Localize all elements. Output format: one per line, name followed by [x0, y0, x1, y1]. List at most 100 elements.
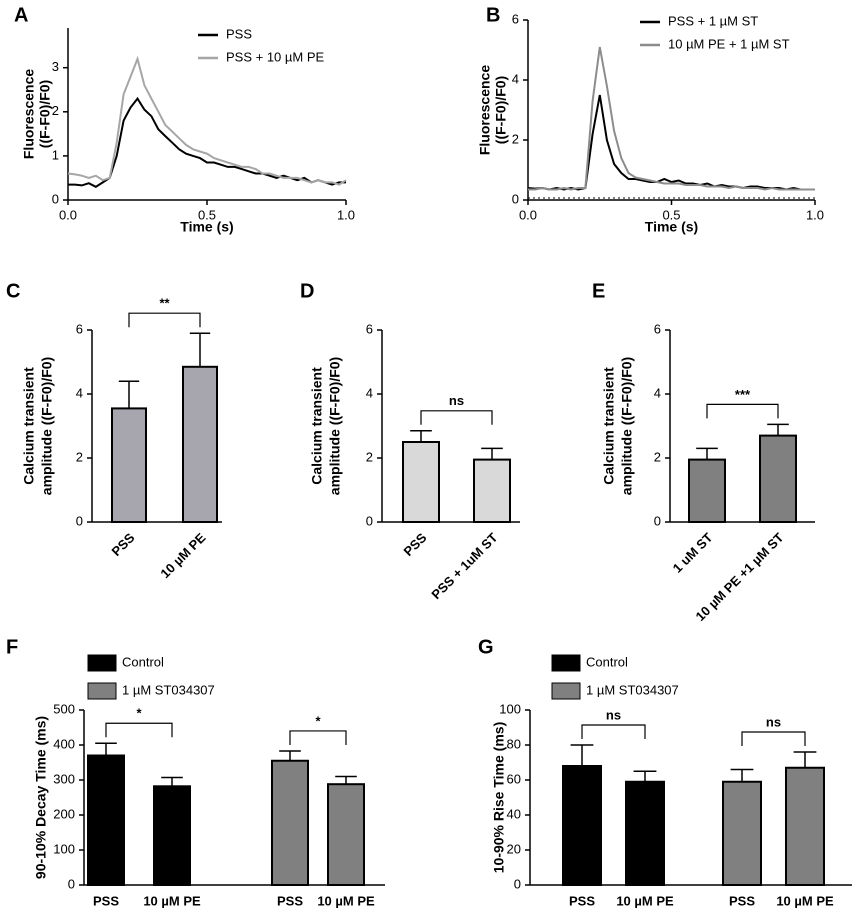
- y-axis-title: ((F-F0)/F0): [493, 76, 509, 144]
- bar: [111, 407, 147, 523]
- line-series: [67, 55, 347, 186]
- significance-label: *: [136, 706, 142, 721]
- y-tick-label: 6: [654, 321, 661, 336]
- bar: [182, 365, 218, 523]
- significance-bracket: [128, 312, 201, 328]
- significance-bracket: [289, 730, 347, 745]
- y-tick-label: 2: [76, 449, 83, 464]
- y-tick-label: 0: [654, 513, 661, 528]
- y-tick-label: 100: [499, 701, 521, 716]
- bar: [402, 441, 440, 523]
- y-tick-label: 60: [507, 771, 521, 786]
- significance-bracket: [420, 410, 493, 425]
- panel-label: D: [300, 280, 314, 302]
- x-tick-label: PSS: [277, 893, 303, 908]
- bar: [625, 780, 665, 886]
- y-tick-label: 300: [53, 771, 75, 786]
- x-tick-label: 0.5: [198, 207, 216, 222]
- x-tick-label: 10 µM PE: [616, 893, 674, 908]
- x-tick-label: PSS: [109, 530, 138, 559]
- y-tick-label: 0: [512, 191, 519, 206]
- legend-label: PSS + 1 µM ST: [668, 13, 758, 28]
- legend-swatch: [551, 654, 581, 672]
- significance-bracket: [105, 722, 173, 738]
- x-axis-title: Time (s): [180, 219, 233, 235]
- significance-label: ns: [606, 707, 621, 722]
- legend-swatch: [551, 682, 581, 700]
- significance-label: ***: [735, 387, 751, 402]
- y-tick-label: 6: [512, 11, 519, 26]
- legend-label: PSS: [226, 26, 252, 41]
- x-tick-label: PSS: [569, 893, 595, 908]
- y-tick-label: 0: [76, 513, 83, 528]
- x-tick-label: 0.0: [519, 207, 537, 222]
- legend-label: 1 µM ST034307: [122, 682, 215, 697]
- x-tick-label: 0.0: [59, 207, 77, 222]
- y-tick-label: 6: [366, 321, 373, 336]
- y-tick-label: 3: [52, 59, 59, 74]
- x-tick-label: PSS: [401, 530, 430, 559]
- panel-label: C: [6, 280, 20, 302]
- x-tick-label: 1.0: [806, 207, 824, 222]
- significance-bracket: [581, 724, 646, 739]
- significance-label: **: [159, 296, 170, 311]
- x-tick-label: PSS: [93, 893, 119, 908]
- y-tick-label: 500: [53, 701, 75, 716]
- bar: [722, 780, 762, 886]
- y-axis-title: Calcium transient: [21, 367, 37, 485]
- y-axis-title: Fluorescence: [477, 65, 493, 155]
- significance-label: ns: [449, 393, 464, 408]
- legend-label: PSS + 10 µM PE: [226, 49, 325, 64]
- y-tick-label: 0: [68, 876, 75, 891]
- y-axis-title: 10-90% Rise Time (ms): [491, 722, 507, 873]
- y-tick-label: 4: [654, 385, 661, 400]
- panel-label: G: [478, 636, 494, 658]
- y-tick-label: 200: [53, 806, 75, 821]
- y-tick-label: 2: [654, 449, 661, 464]
- y-axis-title: Calcium transient: [309, 367, 325, 485]
- significance-bracket: [706, 403, 779, 419]
- panel-label: E: [592, 280, 605, 302]
- y-axis-title: amplitude ((F-F0)/F0): [327, 357, 343, 495]
- y-tick-label: 0: [366, 513, 373, 528]
- y-tick-label: 20: [507, 841, 521, 856]
- x-tick-label: 1 uM ST: [670, 530, 716, 576]
- y-axis-title: Calcium transient: [601, 367, 617, 485]
- panel-label: A: [14, 4, 28, 26]
- legend-label: Control: [586, 654, 628, 669]
- x-tick-label: 10 µM PE: [143, 893, 201, 908]
- significance-label: ns: [766, 714, 781, 729]
- y-tick-label: 2: [512, 131, 519, 146]
- legend-label: Control: [122, 654, 164, 669]
- legend-swatch: [87, 682, 117, 700]
- y-tick-label: 80: [507, 736, 521, 751]
- legend-label: 10 µM PE + 1 µM ST: [668, 36, 790, 51]
- significance-label: *: [315, 713, 321, 728]
- legend-label: 1 µM ST034307: [586, 682, 679, 697]
- y-tick-label: 100: [53, 841, 75, 856]
- y-tick-label: 4: [512, 71, 519, 86]
- x-tick-label: 0.5: [662, 207, 680, 222]
- y-axis-title: amplitude ((F-F0)/F0): [619, 357, 635, 495]
- x-tick-label: PSS + 1uM ST: [428, 530, 500, 602]
- line-series: [528, 46, 815, 191]
- y-tick-label: 2: [52, 103, 59, 118]
- y-tick-label: 0: [52, 191, 59, 206]
- bar: [562, 765, 602, 886]
- y-tick-label: 1: [52, 147, 59, 162]
- y-axis-title: ((F-F0)/F0): [37, 80, 53, 148]
- y-axis-title: Fluorescence: [21, 69, 37, 159]
- x-tick-label: PSS: [729, 893, 755, 908]
- y-tick-label: 4: [366, 385, 373, 400]
- x-tick-label: 10 µM PE: [317, 893, 375, 908]
- x-axis-title: Time (s): [645, 219, 698, 235]
- y-tick-label: 2: [366, 449, 373, 464]
- y-tick-label: 4: [76, 385, 83, 400]
- bar: [759, 434, 797, 524]
- legend-swatch: [87, 654, 117, 672]
- bar: [87, 754, 125, 886]
- x-tick-label: 10 µM PE: [776, 893, 834, 908]
- x-tick-label: 1.0: [337, 207, 355, 222]
- bar: [153, 785, 191, 886]
